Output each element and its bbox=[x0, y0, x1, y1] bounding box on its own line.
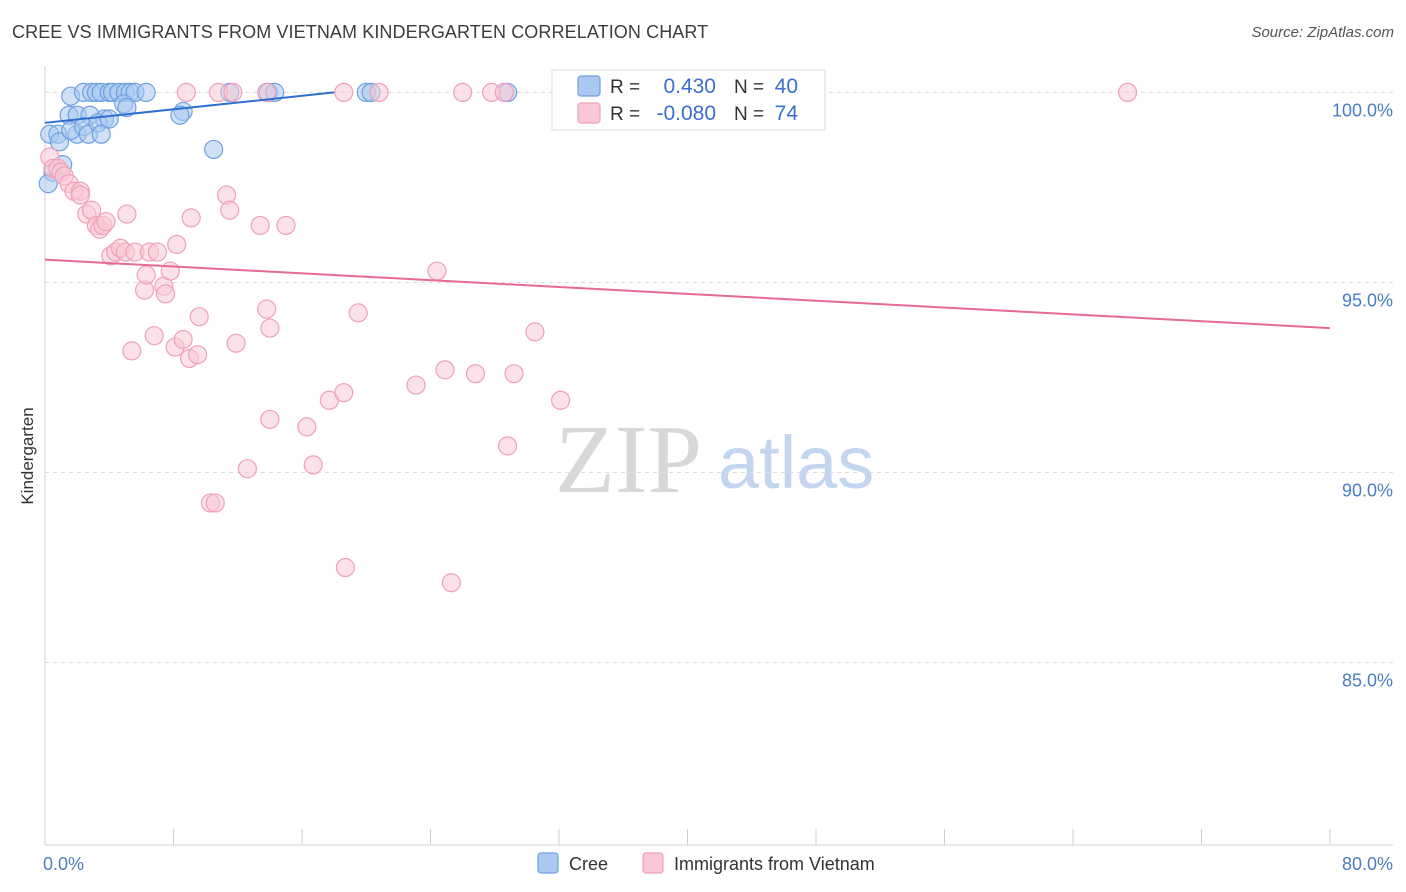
series-cree-points bbox=[38, 82, 518, 194]
point-vietnam-41 bbox=[144, 326, 164, 346]
point-vietnam-56 bbox=[303, 455, 323, 475]
point-vietnam-23 bbox=[167, 234, 187, 255]
point-vietnam-32 bbox=[250, 215, 270, 236]
point-vietnam-25 bbox=[136, 265, 156, 285]
axes bbox=[44, 66, 1393, 846]
trend-lines bbox=[44, 91, 1331, 330]
x-tick-label-0: 0.0% bbox=[43, 854, 84, 874]
point-cree-5 bbox=[49, 132, 70, 152]
legend-n-label-cree: N = bbox=[734, 77, 764, 98]
source-label: Source: ZipAtlas.com bbox=[1251, 24, 1394, 41]
series-legend-swatch-cree bbox=[537, 852, 559, 874]
point-cree-39 bbox=[204, 139, 224, 160]
legend-r-label-cree: R = bbox=[610, 77, 640, 98]
trend-line-cree bbox=[44, 91, 335, 124]
point-vietnam-61 bbox=[335, 557, 355, 578]
data-points bbox=[38, 82, 1138, 593]
point-vietnam-50 bbox=[504, 364, 524, 384]
series-legend-swatch-vietnam bbox=[642, 852, 664, 874]
point-cree-17 bbox=[136, 82, 156, 103]
point-vietnam-15 bbox=[117, 204, 137, 224]
point-vietnam-45 bbox=[187, 345, 208, 365]
legend-n-label-vietnam: N = bbox=[734, 104, 764, 125]
legend-n-value-vietnam: 74 bbox=[775, 102, 799, 125]
point-cree-34 bbox=[99, 109, 119, 129]
point-vietnam-58 bbox=[237, 459, 257, 479]
point-vietnam-73 bbox=[1118, 82, 1138, 103]
point-vietnam-8 bbox=[70, 185, 90, 205]
x-tick-labels: 0.0% 80.0% bbox=[43, 854, 1393, 874]
stats-legend: R = 0.430 N = 40 R = -0.080 N = 74 bbox=[551, 69, 826, 131]
series-legend: Cree Immigrants from Vietnam bbox=[537, 852, 875, 874]
point-vietnam-22 bbox=[147, 242, 168, 262]
watermark-atlas: atlas bbox=[718, 421, 874, 504]
x-tick-label-1: 80.0% bbox=[1342, 854, 1393, 874]
point-vietnam-48 bbox=[435, 360, 455, 380]
point-cree-36 bbox=[117, 98, 137, 118]
point-vietnam-31 bbox=[220, 200, 240, 220]
point-vietnam-46 bbox=[226, 333, 246, 353]
point-vietnam-35 bbox=[257, 299, 277, 319]
point-vietnam-38 bbox=[427, 261, 447, 281]
point-vietnam-60 bbox=[205, 493, 225, 513]
y-tick-labels: 100.0% 95.0% 90.0% 85.0% bbox=[1332, 100, 1393, 690]
y-tick-label-2: 90.0% bbox=[1342, 481, 1393, 501]
point-vietnam-68 bbox=[369, 82, 389, 103]
legend-swatch-cree bbox=[577, 75, 601, 97]
y-axis-label: Kindergarten bbox=[18, 407, 37, 504]
point-vietnam-49 bbox=[465, 364, 486, 384]
watermark: ZIP atlas bbox=[555, 406, 874, 514]
point-vietnam-27 bbox=[155, 284, 176, 304]
point-vietnam-63 bbox=[176, 82, 196, 103]
point-vietnam-57 bbox=[498, 436, 518, 456]
point-vietnam-65 bbox=[223, 82, 243, 103]
point-vietnam-37 bbox=[348, 303, 368, 323]
chart-title: CREE VS IMMIGRANTS FROM VIETNAM KINDERGA… bbox=[12, 22, 709, 42]
point-vietnam-43 bbox=[173, 329, 193, 350]
point-vietnam-67 bbox=[334, 82, 354, 103]
point-vietnam-54 bbox=[260, 409, 280, 429]
point-vietnam-36 bbox=[260, 318, 280, 338]
point-cree-38 bbox=[170, 105, 190, 125]
legend-r-value-cree: 0.430 bbox=[663, 75, 716, 98]
y-tick-label-3: 85.0% bbox=[1342, 671, 1393, 691]
gridlines bbox=[45, 91, 1393, 664]
point-vietnam-47 bbox=[406, 375, 426, 395]
series-legend-label-cree: Cree bbox=[569, 854, 608, 874]
point-vietnam-53 bbox=[334, 383, 354, 403]
point-vietnam-33 bbox=[276, 215, 296, 236]
y-tick-label-1: 95.0% bbox=[1342, 290, 1393, 310]
legend-r-label-vietnam: R = bbox=[610, 104, 640, 125]
point-cree-33 bbox=[91, 124, 111, 144]
point-vietnam-40 bbox=[122, 341, 142, 361]
point-vietnam-51 bbox=[551, 390, 571, 410]
point-vietnam-29 bbox=[181, 208, 201, 228]
point-vietnam-55 bbox=[297, 417, 317, 437]
trend-line-vietnam bbox=[44, 258, 1331, 330]
point-vietnam-14 bbox=[96, 212, 116, 232]
y-tick-label-0: 100.0% bbox=[1332, 100, 1393, 120]
series-vietnam-points bbox=[40, 82, 1138, 593]
legend-r-value-vietnam: -0.080 bbox=[656, 102, 716, 125]
legend-swatch-vietnam bbox=[577, 102, 601, 124]
point-vietnam-34 bbox=[189, 307, 209, 327]
point-vietnam-39 bbox=[525, 322, 545, 342]
series-legend-label-vietnam: Immigrants from Vietnam bbox=[674, 854, 875, 874]
watermark-zip: ZIP bbox=[555, 406, 702, 514]
point-vietnam-28 bbox=[160, 261, 180, 281]
point-vietnam-71 bbox=[494, 82, 514, 103]
legend-n-value-cree: 40 bbox=[775, 75, 798, 98]
point-vietnam-69 bbox=[453, 82, 473, 103]
point-vietnam-66 bbox=[257, 82, 277, 103]
point-vietnam-62 bbox=[441, 573, 461, 593]
